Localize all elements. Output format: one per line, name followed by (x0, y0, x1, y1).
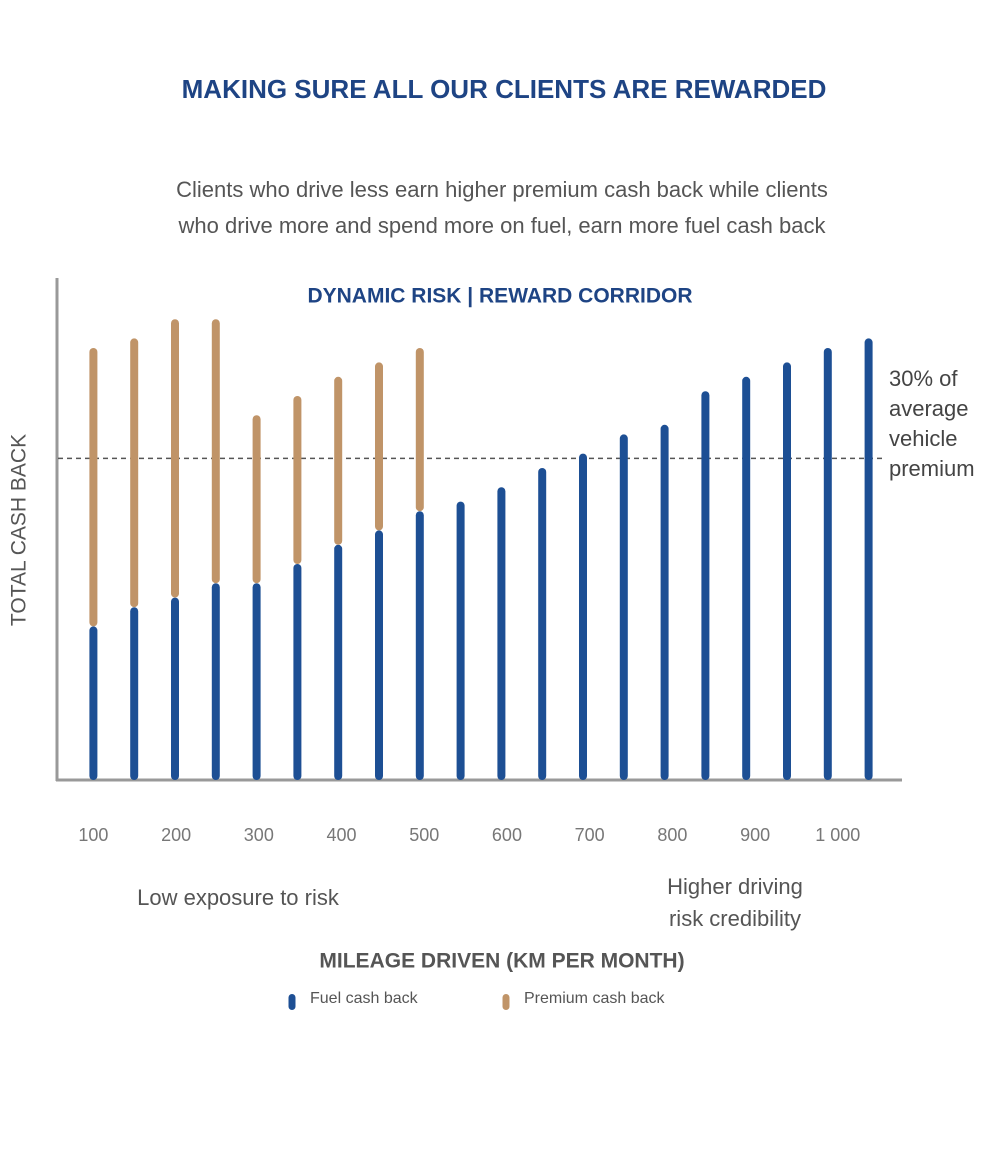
reference-label: 30% of (889, 366, 958, 391)
y-axis-title: TOTAL CASH BACK (8, 434, 31, 626)
bar-segment (864, 338, 873, 780)
bar-segment (293, 564, 302, 780)
bar-segment (171, 319, 179, 598)
bar-segment (783, 362, 791, 780)
x-tick-label: 900 (740, 825, 770, 845)
reference-label: premium (889, 456, 975, 481)
x-tick-label: 700 (575, 825, 605, 845)
x-tick-label: 200 (161, 825, 191, 845)
subtitle-line: who drive more and spend more on fuel, e… (178, 213, 827, 238)
x-tick-label: 800 (657, 825, 687, 845)
bar-segment (538, 468, 547, 780)
x-axis-title: MILEAGE DRIVEN (KM PER MONTH) (319, 950, 684, 973)
bar-segment (252, 583, 261, 780)
bar-segment (334, 376, 343, 545)
bar-segment (456, 501, 465, 780)
x-tick-label: 600 (492, 825, 522, 845)
bar-segment (742, 376, 751, 780)
bar-segment (701, 391, 710, 780)
bar-segment (375, 530, 383, 780)
bar-segment (334, 544, 343, 780)
reference-label: vehicle (889, 426, 957, 451)
bar-segment (211, 583, 220, 780)
bar-segment (130, 607, 139, 780)
legend-label: Premium cash back (524, 990, 665, 1007)
bar-segment (375, 362, 383, 531)
x-tick-label: 500 (409, 825, 439, 845)
bar-segment (660, 424, 669, 780)
bar-segment (619, 434, 628, 780)
legend-swatch (502, 994, 510, 1010)
x-tick-label: 400 (327, 825, 357, 845)
bar-segment (497, 487, 506, 780)
bar-segment (89, 626, 98, 780)
reference-label: average (889, 396, 969, 421)
bar-segment (579, 453, 587, 780)
annotation: risk credibility (669, 906, 801, 931)
bar-segment (130, 338, 139, 608)
legend-swatch (288, 994, 296, 1010)
subtitle-line: Clients who drive less earn higher premi… (176, 177, 828, 202)
bar-segment (415, 511, 424, 780)
bar-segment (171, 597, 179, 780)
bar-segment (252, 415, 261, 584)
x-tick-label: 100 (78, 825, 108, 845)
bar-segment (823, 348, 832, 780)
bar-segment (415, 348, 424, 512)
x-tick-label: 1 000 (815, 825, 860, 845)
bar-segment (89, 348, 98, 627)
legend-label: Fuel cash back (310, 990, 419, 1007)
annotation: Higher driving (667, 874, 803, 899)
annotation: Low exposure to risk (137, 885, 340, 910)
bar-segment (293, 396, 302, 564)
x-tick-label: 300 (244, 825, 274, 845)
page-title: MAKING SURE ALL OUR CLIENTS ARE REWARDED (182, 74, 827, 104)
chart-title: DYNAMIC RISK | REWARD CORRIDOR (307, 285, 692, 308)
bar-segment (211, 319, 220, 584)
